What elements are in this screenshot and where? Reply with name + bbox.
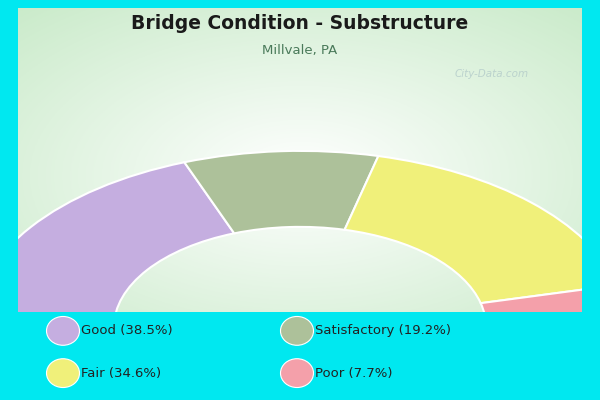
Ellipse shape bbox=[281, 316, 314, 345]
Text: City-Data.com: City-Data.com bbox=[454, 69, 529, 79]
Wedge shape bbox=[184, 151, 379, 233]
Wedge shape bbox=[481, 285, 600, 327]
Wedge shape bbox=[344, 156, 600, 303]
Wedge shape bbox=[0, 162, 234, 327]
Text: Poor (7.7%): Poor (7.7%) bbox=[315, 367, 392, 380]
Ellipse shape bbox=[47, 359, 79, 388]
Text: Satisfactory (19.2%): Satisfactory (19.2%) bbox=[315, 324, 451, 337]
Ellipse shape bbox=[47, 316, 79, 345]
Ellipse shape bbox=[281, 359, 314, 388]
Text: Fair (34.6%): Fair (34.6%) bbox=[81, 367, 161, 380]
Text: Millvale, PA: Millvale, PA bbox=[262, 44, 338, 58]
Text: Bridge Condition - Substructure: Bridge Condition - Substructure bbox=[131, 14, 469, 33]
Text: Good (38.5%): Good (38.5%) bbox=[81, 324, 173, 337]
